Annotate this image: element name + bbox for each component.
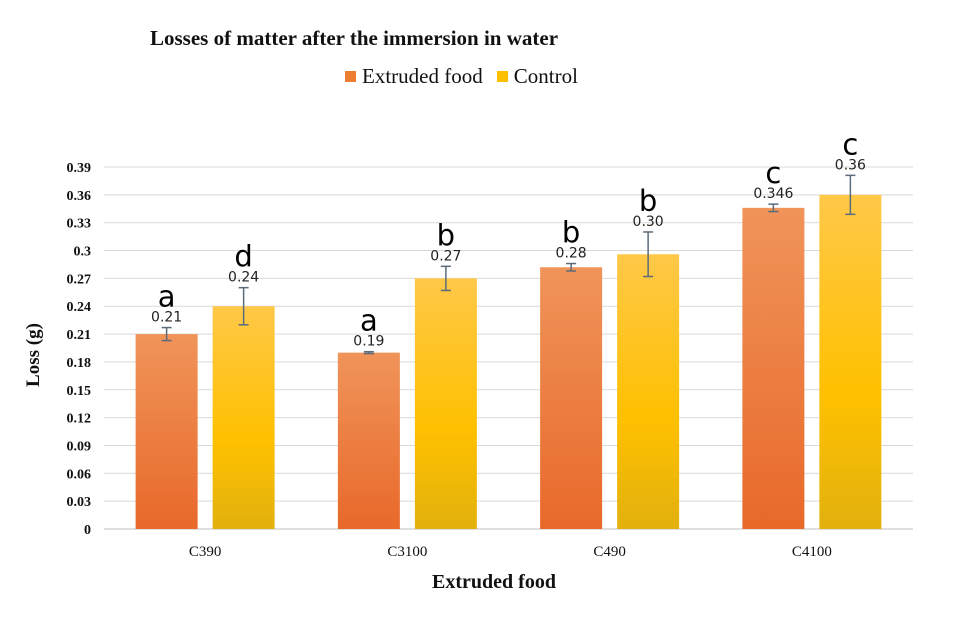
y-tick-label: 0.09 [67, 439, 92, 454]
y-tick-label: 0.24 [67, 300, 92, 315]
bar [617, 254, 680, 529]
legend-item-control: Control [496, 64, 578, 89]
significance-letter: c [842, 127, 858, 161]
x-tick-label: C390 [189, 544, 222, 560]
data-label: 0.346 [753, 186, 793, 202]
y-tick-label: 0.3 [74, 245, 92, 260]
data-label: 0.19 [353, 334, 384, 350]
y-tick-label: 0 [84, 523, 91, 538]
y-tick-label: 0.12 [67, 412, 92, 427]
legend-label-control: Control [513, 64, 578, 88]
y-tick-label: 0.27 [67, 272, 92, 287]
y-tick-label: 0.15 [67, 384, 92, 399]
x-axis-label: Extruded food [432, 571, 556, 593]
x-tick-label: C490 [593, 544, 626, 560]
bar [135, 334, 198, 529]
legend-label-extruded: Extruded food [362, 64, 483, 88]
data-label: 0.30 [633, 214, 664, 230]
y-tick-label: 0.33 [67, 217, 92, 232]
x-tick-label: C4100 [792, 544, 832, 560]
data-label: 0.24 [228, 270, 259, 286]
significance-letter: b [562, 216, 580, 250]
legend-swatch-extruded [345, 71, 356, 82]
data-label: 0.36 [835, 157, 866, 173]
y-tick-label: 0.39 [67, 161, 92, 176]
bar [337, 352, 400, 529]
legend: Extruded food Control [345, 64, 592, 89]
bar [212, 306, 275, 529]
y-tick-label: 0.36 [67, 189, 92, 204]
bar [540, 267, 603, 529]
y-tick-label: 0.18 [67, 356, 92, 371]
legend-item-extruded: Extruded food [345, 64, 483, 89]
bar [414, 278, 477, 529]
chart-title: Losses of matter after the immersion in … [150, 26, 559, 50]
y-tick-label: 0.03 [67, 495, 92, 510]
significance-letter: a [360, 304, 378, 338]
data-label: 0.27 [430, 248, 461, 264]
significance-letter: b [437, 218, 455, 252]
y-tick-label: 0.06 [67, 467, 92, 482]
data-label: 0.28 [556, 246, 587, 262]
significance-letter: b [639, 184, 657, 218]
y-tick-label: 0.21 [67, 328, 92, 343]
bar [819, 194, 882, 529]
significance-letter: d [234, 240, 252, 274]
legend-swatch-control [496, 71, 508, 82]
data-label: 0.21 [151, 310, 182, 326]
significance-letter: a [158, 280, 176, 314]
significance-letter: c [765, 156, 781, 190]
x-tick-label: C3100 [387, 544, 427, 560]
bar [742, 207, 805, 530]
